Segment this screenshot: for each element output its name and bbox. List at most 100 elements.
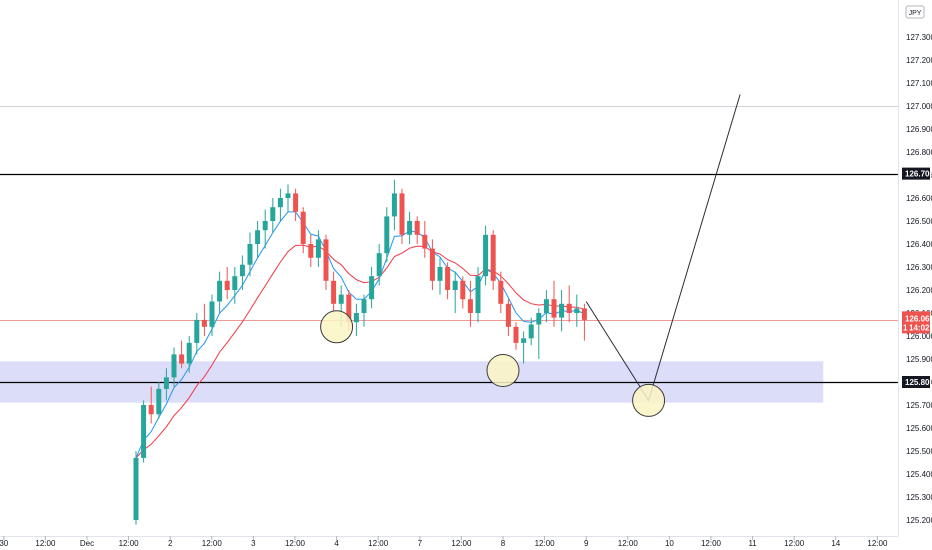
price-tag-1: 125.800 [902,376,932,388]
candle-body [262,221,268,231]
y-tick-label: 127.000 [906,102,932,111]
candle-body [498,280,504,304]
candle-body [376,253,382,277]
candle-body [285,193,291,198]
candle [490,230,496,290]
candle-body [331,280,337,304]
candle [437,257,443,295]
time-axis[interactable]: 30 12:00 Dec 12:00 2 12:00 3 12:00 4 12:00 7 12:00 8… [0,536,888,548]
candle-body [247,244,253,265]
x-tick-label: 12:00 [368,539,389,548]
candle [559,290,565,332]
candle-body [445,267,451,290]
candle-body [270,207,276,221]
candle [574,294,580,327]
y-tick-label: 125.300 [906,493,932,502]
candle [194,313,200,355]
y-tick-label: 127.300 [906,33,932,42]
candle-body [133,457,139,520]
price-tag-text: 125.800 [905,378,932,387]
candle [148,386,154,424]
candle-body [308,244,314,258]
candle-body [460,280,466,300]
candle [156,382,162,419]
y-tick-label: 127.200 [906,56,932,65]
x-tick-label: 12:00 [784,539,805,548]
highlight-circle-2[interactable] [632,383,666,417]
candles-layer [133,179,587,525]
candle-body [384,216,390,254]
candle-body [239,264,245,277]
candle-body [551,299,557,318]
price-tag-text: 126.706 [905,170,932,179]
candle [483,225,489,286]
candle [452,271,458,313]
candle-body [338,294,344,304]
x-tick-label: 9 [584,539,589,548]
candle [270,198,276,233]
x-tick-label: 4 [334,539,339,548]
x-tick-label: 7 [418,539,423,548]
candle-body [369,276,375,300]
candle-body [346,294,352,323]
candle-body [407,221,413,235]
highlight-circle-0[interactable] [320,310,354,344]
candle [285,184,291,212]
candle [217,271,223,313]
candle-body [217,280,223,302]
x-tick-label: 12:00 [535,539,556,548]
highlight-circle-1[interactable] [486,354,520,387]
x-tick-label: 12:00 [35,539,56,548]
candle-body [300,211,306,244]
currency-badge-text: JPY [909,10,922,17]
candle [262,209,268,249]
candle-body [429,248,435,281]
y-tick-label: 126.400 [906,240,932,249]
candle-body [156,388,162,415]
y-tick-label: 126.000 [906,332,932,341]
candle-body [361,299,367,313]
candle [407,211,413,244]
candle [528,317,534,346]
candle [566,285,572,323]
y-tick-label: 126.600 [906,194,932,203]
ema-slow-line [135,244,585,459]
candle-body [467,299,473,313]
candle [171,347,177,387]
candle [323,234,329,290]
candle [521,331,527,364]
timeframe-hint: 1 [903,323,908,332]
candle-body [521,338,527,343]
candle [422,221,428,258]
x-tick-label: 30 [0,539,9,548]
candle [201,303,207,336]
candle [536,308,542,359]
y-tick-label: 125.600 [906,424,932,433]
candle-body [483,234,489,277]
x-tick-label: 12:00 [119,539,140,548]
last-price-box [902,311,930,334]
x-tick-label: 12:00 [451,539,472,548]
candle-body [475,276,481,313]
y-tick-label: 125.400 [906,470,932,479]
candle-body [581,308,587,320]
candle [414,216,420,244]
candle-body [148,405,154,415]
candle [498,271,504,313]
candle [293,188,299,221]
candle [399,188,405,244]
y-tick-label: 127.100 [906,79,932,88]
candle-body [505,303,511,327]
candle-body [315,239,321,258]
candle [255,221,261,258]
y-tick-label: 126.300 [906,263,932,272]
candle [331,271,337,313]
candle [232,267,238,304]
price-tag-box [902,376,930,388]
x-tick-label: 14 [831,539,840,548]
candle-body [543,299,549,313]
